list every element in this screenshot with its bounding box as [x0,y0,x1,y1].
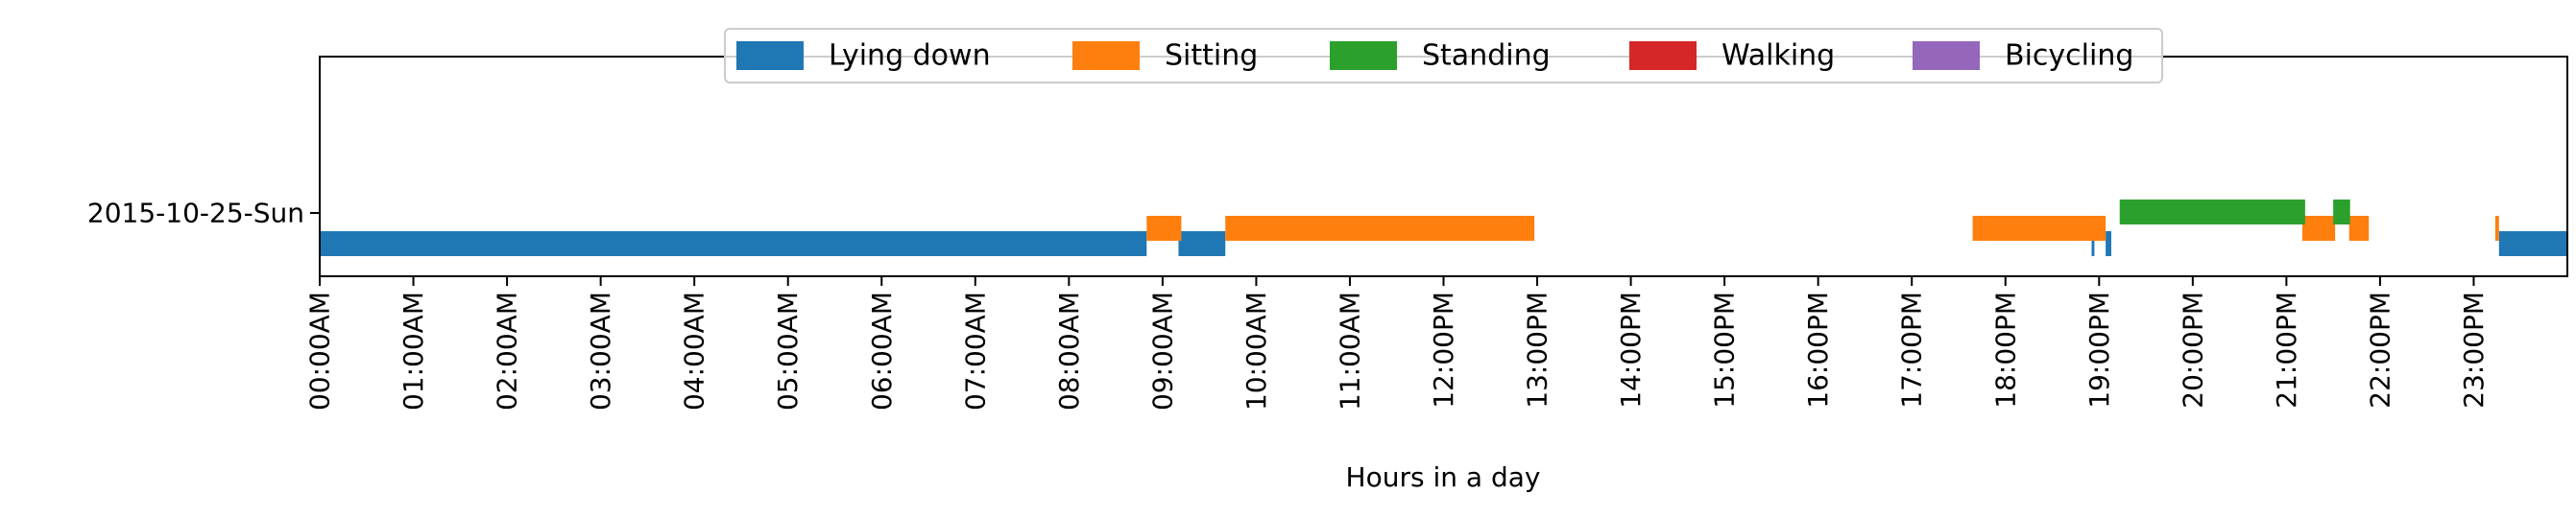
x-tick-label: 21:00PM [2271,292,2302,409]
x-tick-label: 02:00AM [492,292,523,411]
bar-lying-down-0 [320,231,1147,256]
legend-swatch-walking [1629,41,1697,70]
x-tick-label: 20:00PM [2177,292,2208,409]
legend-swatch-lying-down [736,41,804,70]
bar-standing-1 [2333,200,2350,224]
activity-bars [320,200,2567,256]
legend: Lying down Sitting Standing Walking Bicyclin… [724,28,2163,83]
x-tick-label: 01:00AM [397,292,429,411]
y-tick-label: 2015-10-25-Sun [87,198,304,229]
bar-sitting-0 [1146,216,1182,241]
x-tick-label: 17:00PM [1896,292,1928,409]
x-axis: 00:00AM 01:00AM 02:00AM 03:00AM 04:00AM 05:00… [304,276,2490,411]
legend-label: Sitting [1165,39,1258,73]
bar-lying-down-1 [1178,231,1226,256]
x-tick-label: 09:00AM [1146,292,1178,411]
x-tick-label: 19:00PM [2083,292,2115,409]
legend-label: Standing [1422,39,1551,73]
legend-swatch-standing [1330,41,1397,70]
x-tick-label: 11:00AM [1334,292,1365,411]
x-tick-label: 16:00PM [1802,292,1834,409]
x-tick-label: 03:00AM [585,292,616,411]
x-tick-label: 04:00AM [679,292,710,411]
bar-sitting-1 [1225,216,1535,241]
x-tick-label: 00:00AM [304,292,336,411]
legend-label: Walking [1721,39,1835,73]
y-axis: 2015-10-25-Sun [87,198,320,229]
bar-lying-down-2 [2091,231,2095,256]
x-tick-label: 15:00PM [1709,292,1741,409]
x-tick-label: 14:00PM [1615,292,1647,409]
x-tick-label: 18:00PM [1989,292,2021,409]
legend-label: Bicycling [2005,39,2133,73]
x-tick-label: 22:00PM [2364,292,2395,409]
x-tick-label: 23:00PM [2458,292,2490,409]
x-tick-label: 12:00PM [1428,292,1459,409]
x-tick-label: 07:00AM [959,292,991,411]
bar-sitting-2 [1972,216,2107,241]
bar-sitting-5 [2494,216,2499,241]
bar-lying-down-4 [2498,231,2567,256]
x-tick-label: 05:00AM [772,292,804,411]
x-tick-label: 13:00PM [1522,292,1553,409]
legend-label: Lying down [829,39,991,73]
legend-swatch-sitting [1072,41,1140,70]
x-tick-label: 10:00AM [1240,292,1272,411]
x-tick-label: 06:00AM [866,292,898,411]
bar-sitting-4 [2348,216,2370,241]
x-tick-label: 08:00AM [1053,292,1085,411]
bar-sitting-3 [2301,216,2336,241]
bar-lying-down-3 [2106,231,2111,256]
bar-standing-0 [2119,200,2305,224]
legend-swatch-bicycling [1913,41,1980,70]
x-axis-title: Hours in a day [1346,461,1541,493]
